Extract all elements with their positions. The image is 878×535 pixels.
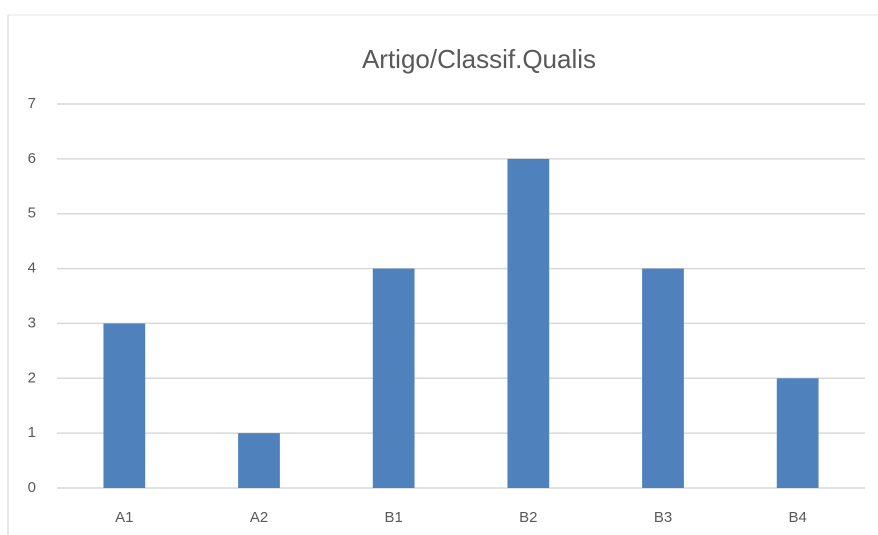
y-tick-label: 4 [28, 260, 36, 277]
x-tick-label: B1 [384, 509, 402, 526]
bar [642, 268, 684, 488]
bar [238, 433, 280, 488]
y-tick-label: 0 [28, 479, 36, 496]
bar [372, 268, 415, 488]
y-tick-label: 5 [28, 205, 36, 222]
x-tick-label: A2 [250, 509, 268, 526]
bar [103, 323, 146, 488]
x-tick-label: B3 [654, 509, 672, 526]
y-tick-label: 6 [28, 150, 36, 167]
chart-title: Artigo/Classif.Qualis [362, 44, 596, 74]
x-tick-label: B2 [519, 509, 537, 526]
x-tick-label: A1 [115, 509, 133, 526]
y-tick-label: 1 [28, 424, 36, 441]
y-tick-label: 3 [28, 314, 36, 331]
bar [507, 158, 550, 488]
y-tick-label: 2 [28, 369, 36, 386]
bar [776, 378, 819, 488]
y-tick-label: 7 [28, 95, 36, 112]
x-tick-label: B4 [788, 509, 806, 526]
